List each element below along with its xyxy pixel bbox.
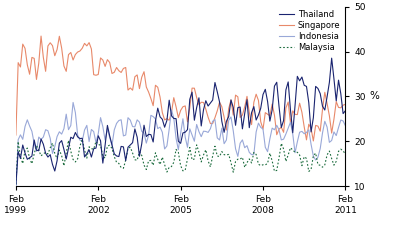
Singapore <box>13 134 18 136</box>
Indonesia <box>206 131 210 134</box>
Thailand <box>272 85 277 87</box>
Line: Thailand: Thailand <box>16 58 345 184</box>
Malaysia <box>13 183 18 185</box>
Malaysia <box>80 138 85 141</box>
Singapore <box>325 102 330 105</box>
Indonesia <box>29 130 34 133</box>
Singapore <box>265 113 270 116</box>
Malaysia <box>206 159 210 162</box>
Line: Indonesia: Indonesia <box>16 102 345 193</box>
Malaysia <box>322 163 327 166</box>
Indonesia <box>16 138 21 141</box>
Thailand <box>13 183 18 186</box>
Malaysia <box>274 169 279 172</box>
Indonesia <box>265 150 270 153</box>
Singapore <box>39 35 43 37</box>
Indonesia <box>274 124 279 127</box>
Singapore <box>311 140 316 142</box>
Singapore <box>16 61 21 64</box>
Thailand <box>203 99 208 102</box>
Malaysia <box>265 162 270 165</box>
Indonesia <box>71 101 75 104</box>
Malaysia <box>29 162 34 165</box>
Thailand <box>16 150 21 153</box>
Indonesia <box>343 124 348 127</box>
Thailand <box>343 109 348 112</box>
Line: Singapore: Singapore <box>16 36 345 141</box>
Legend: Thailand, Singapore, Indonesia, Malaysia: Thailand, Singapore, Indonesia, Malaysia <box>279 9 341 53</box>
Singapore <box>206 116 210 118</box>
Singapore <box>29 56 34 59</box>
Indonesia <box>13 192 18 195</box>
Thailand <box>263 88 268 91</box>
Malaysia <box>343 153 348 155</box>
Singapore <box>343 103 348 106</box>
Y-axis label: %: % <box>369 91 379 101</box>
Line: Malaysia: Malaysia <box>16 139 345 184</box>
Indonesia <box>322 120 327 123</box>
Thailand <box>320 105 325 108</box>
Malaysia <box>16 140 21 143</box>
Singapore <box>274 133 279 136</box>
Thailand <box>329 57 334 59</box>
Thailand <box>29 155 34 158</box>
